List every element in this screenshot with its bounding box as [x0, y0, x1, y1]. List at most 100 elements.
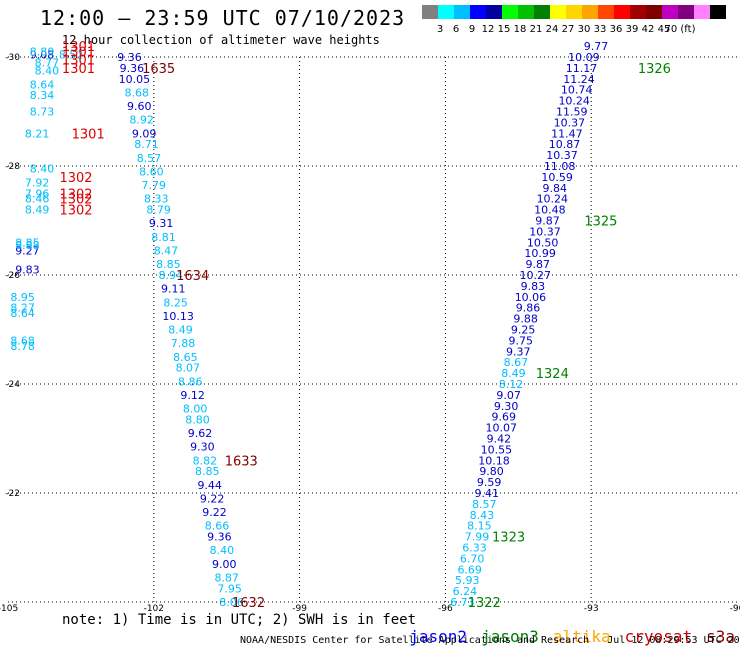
swh-label: 8.80	[30, 46, 55, 59]
scale-swatch	[550, 5, 566, 19]
satellite-legend: jason2 jason3 altika cryosat s3a	[390, 608, 740, 646]
x-tick-label: -90	[730, 604, 740, 614]
legend-altika: altika	[552, 627, 611, 646]
swh-label: 10.50	[527, 236, 559, 249]
x-tick-label: -105	[0, 604, 18, 614]
swh-label: 9.31	[149, 217, 174, 230]
time-label: 1301	[62, 54, 95, 69]
swh-label: 8.60	[139, 165, 164, 178]
swh-label: 9.87	[535, 215, 560, 228]
swh-label: 8.40	[210, 544, 235, 557]
swh-label: 11.08	[544, 160, 576, 173]
swh-label: 10.09	[568, 51, 600, 64]
swh-label: 10.24	[537, 193, 569, 206]
swh-label: 8.73	[30, 106, 55, 119]
swh-label: 10.74	[561, 84, 593, 97]
swh-label: 8.49	[168, 324, 193, 337]
scale-swatch	[710, 5, 726, 19]
swh-label: 9.30	[190, 441, 215, 454]
swh-label: 8.79	[146, 204, 171, 217]
scale-label: 9	[469, 24, 475, 35]
time-label: 1302	[59, 193, 92, 208]
swh-label: 9.25	[511, 324, 536, 337]
swh-label: 9.22	[202, 506, 227, 519]
y-tick-label: -26	[5, 271, 20, 281]
swh-label: 8.85	[156, 258, 181, 271]
swh-label: 9.75	[508, 334, 533, 347]
swh-label: 9.12	[180, 389, 205, 402]
swh-label: 9.86	[516, 302, 541, 315]
legend-cryosat: cryosat	[624, 627, 693, 646]
scale-swatch	[470, 5, 486, 19]
swh-label: 8.86	[178, 375, 203, 388]
scale-swatch	[534, 5, 550, 19]
swh-label: 10.87	[549, 138, 581, 151]
x-tick-label: -99	[292, 604, 307, 614]
swh-label: 9.59	[477, 476, 502, 489]
swh-label: 8.85	[15, 236, 40, 249]
scale-label: 21	[530, 24, 543, 35]
time-label: 1633	[225, 454, 258, 469]
scale-swatch	[614, 5, 630, 19]
scale-swatch	[694, 5, 710, 19]
swh-label: 8.49	[25, 204, 50, 217]
swh-label: 9.36	[117, 51, 142, 64]
time-label: 1301	[62, 40, 95, 55]
scale-swatch	[582, 5, 598, 19]
scale-label: 24	[546, 24, 559, 35]
scale-label: 12	[482, 24, 495, 35]
legend-jason2: jason2	[409, 627, 468, 646]
time-label: 1632	[232, 596, 265, 611]
time-label: 1301	[62, 62, 95, 77]
swh-label: 10.37	[546, 149, 578, 162]
swh-label: 11.47	[551, 127, 583, 140]
chart-subtitle: 12 hour collection of altimeter wave hei…	[62, 33, 380, 47]
swh-label: 6.24	[453, 585, 478, 598]
scale-swatch	[598, 5, 614, 19]
time-label: 1323	[492, 531, 525, 546]
time-label: 1302	[59, 204, 92, 219]
scale-label: 27	[562, 24, 575, 35]
scale-label: 39	[626, 24, 639, 35]
scale-swatch	[454, 5, 470, 19]
swh-label: 10.27	[520, 269, 552, 282]
time-label: 1324	[536, 367, 569, 382]
swh-label: 8.47	[154, 244, 179, 257]
footnote: note: 1) Time is in UTC; 2) SWH is in fe…	[62, 612, 417, 628]
time-label: 1634	[176, 269, 209, 284]
scale-label: 70 (ft)	[665, 24, 696, 35]
swh-label: 8.94	[159, 269, 184, 282]
scale-label: 15	[498, 24, 511, 35]
swh-label: 8.27	[10, 302, 35, 315]
swh-label: 8.43	[470, 509, 495, 522]
scale-swatch	[630, 5, 646, 19]
scale-label: 33	[594, 24, 607, 35]
scale-label: 6	[453, 24, 459, 35]
swh-label: 9.08	[30, 48, 55, 61]
swh-label: 8.64	[10, 307, 35, 320]
swh-label: 9.84	[543, 182, 568, 195]
x-tick-label: -93	[584, 604, 599, 614]
swh-label: 8.15	[467, 520, 492, 533]
swh-label: 6.70	[460, 552, 485, 565]
scale-swatch	[518, 5, 534, 19]
scale-swatch	[662, 5, 678, 19]
swh-label: 8.65	[173, 351, 198, 364]
swh-label: 9.36	[120, 62, 145, 75]
scale-swatch	[566, 5, 582, 19]
scale-label: 45	[658, 24, 671, 35]
swh-label: 10.55	[481, 443, 513, 456]
swh-label: 8.81	[151, 231, 176, 244]
scale-swatch	[438, 5, 454, 19]
time-label: 1301	[62, 46, 95, 61]
swh-label: 10.05	[119, 73, 151, 86]
swh-label: 8.46	[25, 193, 50, 206]
swh-label: 10.59	[541, 171, 573, 184]
swh-label: 7.79	[142, 179, 167, 192]
swh-label: 9.87	[525, 258, 550, 271]
swh-label: 8.25	[163, 296, 188, 309]
swh-label: 9.83	[521, 280, 546, 293]
swh-label: 9.37	[506, 345, 531, 358]
